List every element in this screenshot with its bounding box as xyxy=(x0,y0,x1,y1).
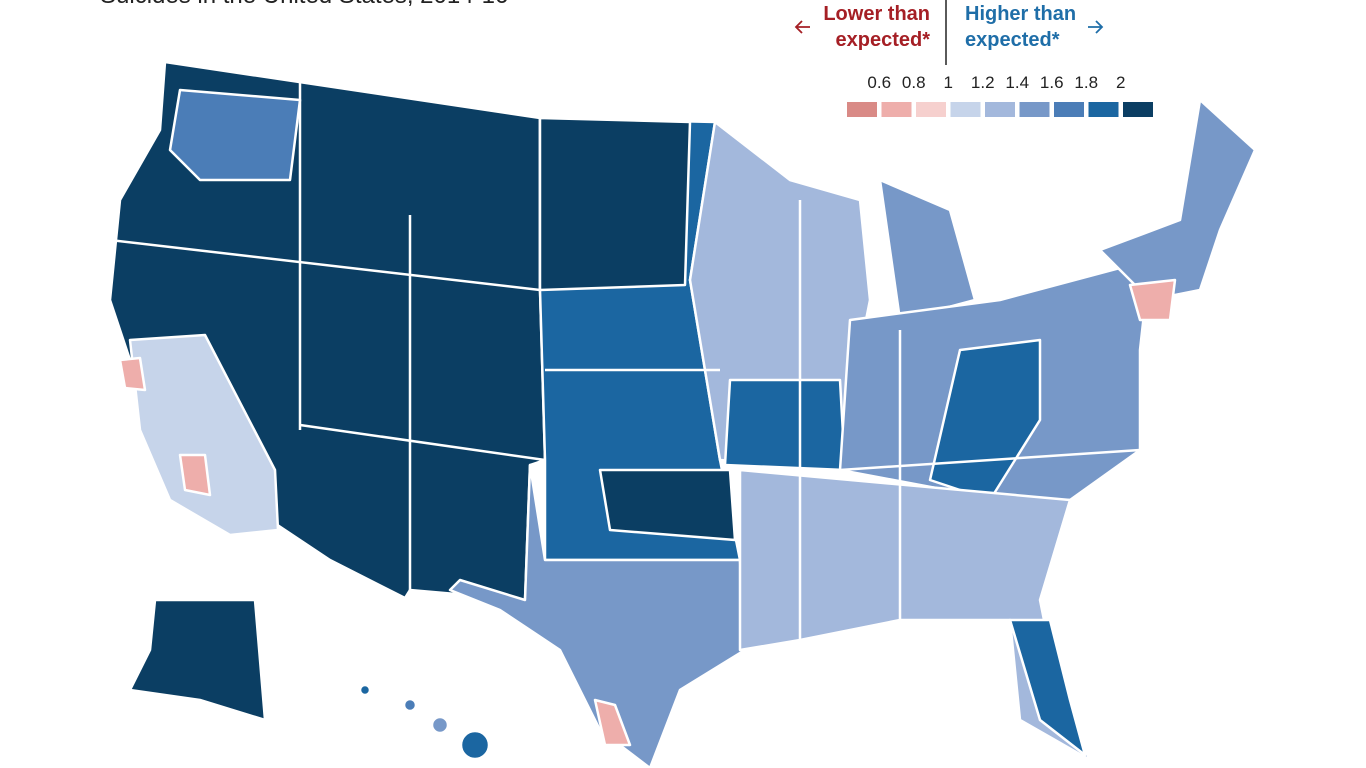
legend-higher-label: expected* xyxy=(965,29,1060,51)
region-california xyxy=(128,333,280,537)
legend-tick-label: 1 xyxy=(944,73,953,92)
legend-tick-label: 2 xyxy=(1116,73,1125,92)
state-border xyxy=(109,238,541,292)
legend-tick-label: 1.6 xyxy=(1040,73,1064,92)
region-hawaii xyxy=(402,697,418,713)
legend-higher-label: Higher than xyxy=(965,3,1076,25)
region-south xyxy=(738,468,1092,762)
region-nyc xyxy=(1128,278,1177,322)
legend-swatch xyxy=(847,102,877,117)
legend-swatch xyxy=(916,102,946,117)
legend-swatch xyxy=(950,102,981,117)
region-appalachia xyxy=(928,338,1042,502)
region-florida xyxy=(1008,618,1087,757)
region-north-plains xyxy=(538,116,692,292)
legend-tick-label: 1.2 xyxy=(971,73,995,92)
region-oklahoma xyxy=(598,468,737,542)
region-la xyxy=(178,453,212,497)
legend-tick-label: 0.8 xyxy=(902,73,926,92)
legend-lower-label: Lower than xyxy=(823,3,930,25)
legend-swatch xyxy=(1088,102,1119,117)
region-south-texas xyxy=(593,698,632,747)
map xyxy=(108,60,1257,768)
legend-scale: 0.6 0.8 1 1.2 1.4 1.6 1.8 2 xyxy=(847,73,1153,117)
region-hawaii xyxy=(459,729,491,761)
arrow-left xyxy=(794,20,810,34)
region-michigan xyxy=(878,178,977,322)
region-pacific-nw xyxy=(168,88,302,182)
legend: Lower than expected* Higher than expecte… xyxy=(794,0,1153,117)
region-hawaii xyxy=(358,683,372,697)
region-bay-area xyxy=(118,356,147,392)
legend-lower-label: expected* xyxy=(836,29,931,51)
legend-swatch xyxy=(1123,102,1153,117)
state-border xyxy=(839,448,1141,472)
legend-swatch xyxy=(1054,102,1084,117)
title: Suicides in the United States, 2014-16 xyxy=(100,0,508,9)
region-alaska xyxy=(128,598,332,742)
legend-tick-label: 1.4 xyxy=(1005,73,1029,92)
region-hawaii xyxy=(430,715,450,735)
legend-tick-label: 1.8 xyxy=(1074,73,1098,92)
region-missouri xyxy=(723,378,847,472)
arrow-right xyxy=(1088,20,1104,34)
state-border xyxy=(299,423,546,462)
region-northeast xyxy=(1098,98,1257,302)
legend-swatch xyxy=(881,102,912,117)
legend-tick-label: 0.6 xyxy=(867,73,891,92)
legend-swatch xyxy=(1019,102,1050,117)
legend-swatch xyxy=(985,102,1015,117)
